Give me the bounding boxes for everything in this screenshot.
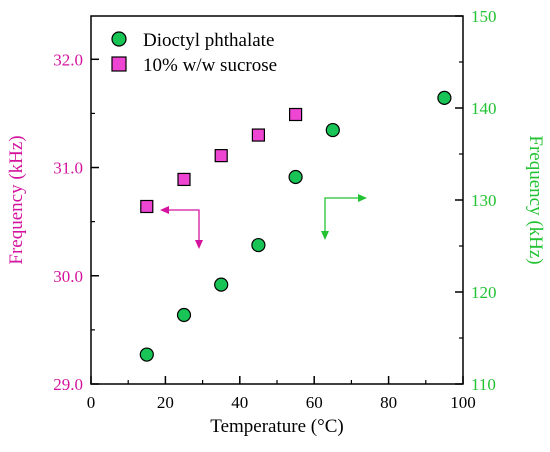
x-tick-label: 60	[306, 393, 323, 412]
arrow-head	[195, 240, 203, 249]
left-tick-label: 29.0	[53, 375, 83, 394]
right-y-axis-ticks: 110 120 130 140 150	[455, 7, 497, 394]
arrow-head	[160, 206, 169, 214]
right-tick-label: 150	[471, 7, 497, 26]
arrow-line	[324, 197, 361, 232]
right-y-axis-title: Frequency (kHz)	[525, 135, 546, 264]
left-y-axis-title: Frequency (kHz)	[6, 135, 27, 264]
arrow-head	[321, 231, 329, 240]
x-tick-label: 40	[231, 393, 248, 412]
data-point-sucrose	[251, 128, 265, 142]
left-tick-label: 30.0	[53, 267, 83, 286]
data-point-dioctyl-phthalate	[325, 122, 340, 138]
data-point-dioctyl-phthalate	[176, 307, 192, 323]
legend: Dioctyl phthalate 10% w/w sucrose	[111, 30, 277, 76]
data-point-dioctyl-phthalate	[251, 237, 266, 253]
left-axis-indicator-arrow	[160, 206, 203, 249]
left-y-axis-ticks: 29.0 30.0 31.0 32.0	[53, 50, 99, 394]
left-tick-label: 32.0	[53, 50, 83, 69]
data-point-sucrose	[140, 199, 154, 214]
x-tick-label: 0	[87, 393, 96, 412]
left-tick-label: 31.0	[53, 159, 83, 178]
data-point-dioctyl-phthalate	[139, 347, 154, 362]
arrow-line	[163, 209, 200, 242]
x-tick-label: 100	[450, 393, 476, 412]
right-tick-label: 120	[471, 283, 497, 302]
legend-marker-dioctyl-phthalate	[111, 31, 127, 47]
x-tick-label: 20	[157, 393, 174, 412]
data-point-sucrose	[289, 107, 303, 122]
x-tick-label: 80	[380, 393, 397, 412]
x-axis-ticks: 0 20 40 60 80 100	[87, 376, 476, 412]
legend-label-sucrose: 10% w/w sucrose	[143, 55, 277, 76]
data-point-dioctyl-phthalate	[437, 90, 452, 105]
right-axis-indicator-arrow	[321, 194, 367, 240]
data-points	[139, 90, 452, 362]
right-tick-label: 110	[471, 375, 496, 394]
data-point-dioctyl-phthalate	[288, 169, 303, 185]
data-point-dioctyl-phthalate	[214, 277, 229, 292]
legend-label-dioctyl-phthalate: Dioctyl phthalate	[143, 30, 274, 51]
right-tick-label: 140	[471, 99, 497, 118]
x-axis-title: Temperature (°C)	[210, 416, 343, 437]
data-point-sucrose	[214, 149, 228, 163]
data-point-sucrose	[177, 172, 191, 187]
arrow-head	[358, 194, 367, 202]
legend-marker-sucrose	[111, 56, 127, 72]
right-tick-label: 130	[471, 191, 497, 210]
